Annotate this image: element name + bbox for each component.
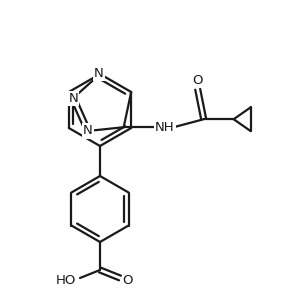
Text: HO: HO <box>56 274 76 286</box>
Text: N: N <box>68 91 78 105</box>
Text: O: O <box>123 274 133 286</box>
Text: O: O <box>192 74 203 87</box>
Text: NH: NH <box>155 121 175 134</box>
Text: N: N <box>94 67 104 79</box>
Text: N: N <box>83 124 93 137</box>
